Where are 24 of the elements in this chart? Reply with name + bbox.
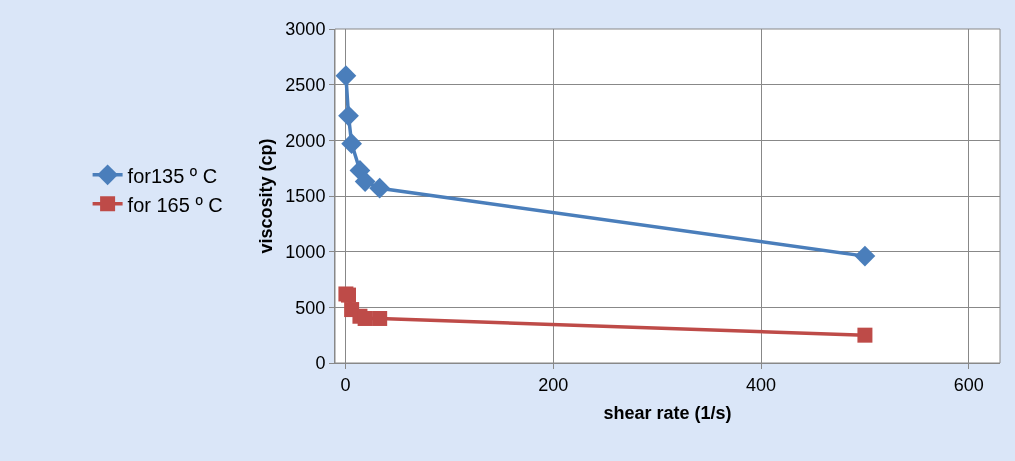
point [354,171,376,192]
point [854,245,876,267]
point [341,133,363,155]
y-tick-label: 3000 [285,19,326,40]
point [369,177,391,199]
y-tick-label: 1000 [285,241,326,262]
y-tick-label: 0 [315,353,326,374]
x-tick-label: 200 [538,374,569,395]
x-tick-label: 400 [746,374,777,395]
y-tick-label: 2000 [285,130,326,151]
y-axis-title: viscosity (cp) [255,138,276,254]
point [357,310,373,326]
point [857,327,873,343]
legend-label: for 165 º C [127,193,223,216]
point [338,105,359,127]
x-axis-title: shear rate (1/s) [603,402,732,423]
y-tick-label: 1500 [285,186,326,207]
legend-label: for135 º C [127,164,218,187]
x-tick-label: 600 [953,374,984,395]
y-tick-label: 500 [295,297,326,318]
x-tick-label: 0 [340,374,351,395]
y-tick-label: 2500 [285,74,326,95]
point [335,65,357,87]
point [372,310,388,326]
